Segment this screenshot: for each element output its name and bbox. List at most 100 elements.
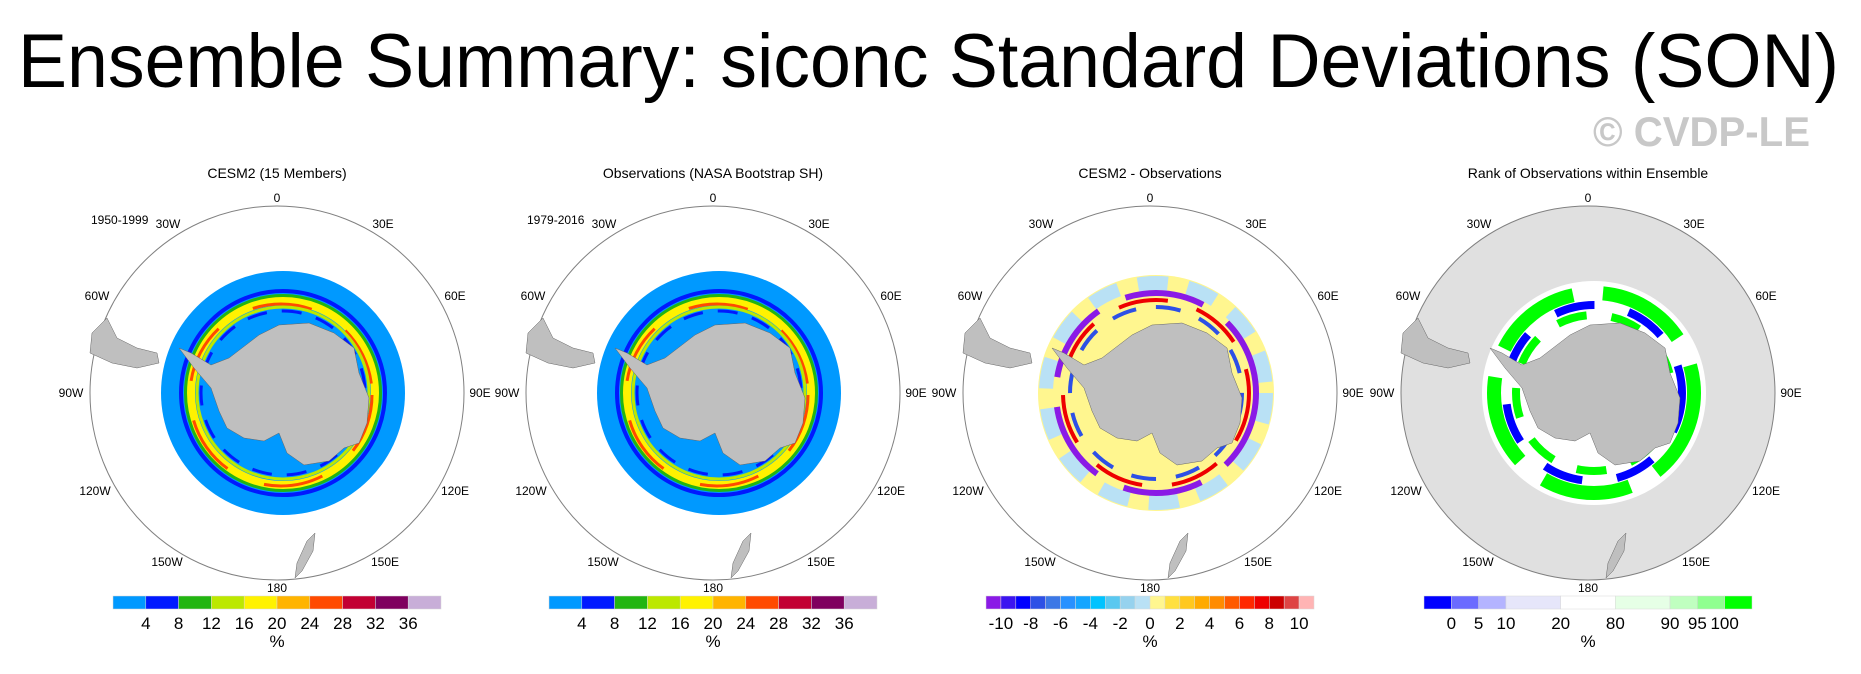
colorbar-tick-label: 28 [333, 614, 352, 633]
colorbar: -10 -8 -6 -4 -2 0 2 4 6 8 10% [985, 595, 1315, 651]
longitude-label: 60E [1755, 289, 1776, 303]
colorbar-box [745, 595, 779, 610]
longitude-label: 90W [1370, 386, 1395, 400]
colorbar-box [581, 595, 615, 610]
antarctica-landmass [614, 322, 806, 466]
longitude-label: 0 [1585, 191, 1592, 205]
colorbar-tick-label: -8 [1023, 614, 1038, 633]
watermark: © CVDP-LE [1593, 108, 1810, 155]
longitude-label: 120E [1752, 484, 1780, 498]
figure-title: Ensemble Summary: siconc Standard Deviat… [18, 19, 1839, 104]
colorbar-box [778, 595, 812, 610]
colorbar-tick-label: 24 [736, 614, 755, 633]
colorbar-box [1134, 595, 1151, 610]
colorbar-box [1015, 595, 1031, 610]
longitude-label: 150W [1462, 555, 1494, 569]
longitude-label: 150E [1682, 555, 1710, 569]
colorbar-tick-label: 90 [1661, 614, 1680, 633]
colorbar-tick-label: 28 [769, 614, 788, 633]
map-panel: Rank of Observations within Ensemble 0 30E… [1370, 165, 1802, 651]
colorbar-box [1478, 595, 1507, 610]
colorbar-box [647, 595, 681, 610]
colorbar-tick-label: 24 [300, 614, 319, 633]
colorbar-box [1060, 595, 1076, 610]
colorbar-box [1254, 595, 1270, 610]
colorbar-box [1451, 595, 1479, 610]
colorbar-tick-label: 20 [268, 614, 287, 633]
colorbar-tick-label: 12 [202, 614, 221, 633]
colorbar-tick-label: -2 [1113, 614, 1128, 633]
colorbar: 4 8 12 16 20 24 28 32 36% [548, 595, 878, 651]
colorbar-tick-label: 36 [835, 614, 854, 633]
colorbar-box [712, 595, 747, 610]
longitude-label: 90W [932, 386, 957, 400]
colorbar-box [1209, 595, 1225, 610]
longitude-label: 150W [1024, 555, 1056, 569]
colorbar-tick-label: 12 [638, 614, 657, 633]
colorbar-box [1149, 595, 1166, 610]
longitude-label: 30E [808, 217, 829, 231]
panel-title: CESM2 - Observations [1078, 165, 1221, 181]
panel-title: Observations (NASA Bootstrap SH) [603, 165, 823, 181]
colorbar-box [375, 595, 409, 610]
panel-title: CESM2 (15 Members) [207, 165, 346, 181]
longitude-label: 150E [1244, 555, 1272, 569]
map-panel: CESM2 (15 Members) 1950-1999 0 30E 60E 90E 120… [59, 165, 491, 651]
longitude-label: 0 [1147, 191, 1154, 205]
colorbar: 0 5 10 20 80 90 95 100% [1423, 595, 1753, 651]
longitude-label: 60E [880, 289, 901, 303]
colorbar-box [243, 595, 278, 610]
colorbar-tick-label: 32 [366, 614, 385, 633]
longitude-label: 90E [1780, 386, 1801, 400]
colorbar-box [614, 595, 648, 610]
colorbar-tick-label: 8 [174, 614, 183, 633]
colorbar-box [1090, 595, 1106, 610]
longitude-label: 60W [958, 289, 983, 303]
colorbar-box [276, 595, 311, 610]
colorbar-tick-label: -6 [1053, 614, 1068, 633]
colorbar-box [1119, 595, 1136, 610]
colorbar-box [407, 595, 442, 610]
longitude-label: 120W [1390, 484, 1422, 498]
longitude-label: 30E [1683, 217, 1704, 231]
south-america-landmass [89, 317, 160, 369]
longitude-label: 180 [1578, 581, 1598, 595]
colorbar-tick-label: 10 [1497, 614, 1516, 633]
longitude-label: 30E [372, 217, 393, 231]
colorbar-box [1560, 595, 1616, 610]
colorbar-tick-label: 4 [1205, 614, 1214, 633]
longitude-label: 90W [495, 386, 520, 400]
colorbar-tick-label: 2 [1175, 614, 1184, 633]
colorbar-box [309, 595, 343, 610]
longitude-label: 90E [905, 386, 926, 400]
longitude-label: 0 [274, 191, 281, 205]
longitude-label: 60W [521, 289, 546, 303]
colorbar-box [1105, 595, 1121, 610]
new-zealand-landmass [1605, 532, 1627, 579]
longitude-label: 150W [587, 555, 619, 569]
longitude-label: 180 [1140, 581, 1160, 595]
south-america-landmass [962, 317, 1033, 369]
south-america-landmass [525, 317, 596, 369]
colorbar-box [1045, 595, 1061, 610]
longitude-label: 30W [592, 217, 617, 231]
colorbar-tick-label: 4 [141, 614, 150, 633]
longitude-label: 60W [85, 289, 110, 303]
new-zealand-landmass [1167, 532, 1189, 579]
longitude-label: 180 [267, 581, 287, 595]
colorbar-unit: % [1142, 632, 1157, 651]
colorbar-box [1669, 595, 1698, 610]
longitude-label: 120W [515, 484, 547, 498]
colorbar-box [1194, 595, 1210, 610]
colorbar-unit: % [705, 632, 720, 651]
colorbar-tick-label: 8 [1265, 614, 1274, 633]
longitude-label: 150W [151, 555, 183, 569]
colorbar-tick-label: 36 [399, 614, 418, 633]
colorbar-tick-label: 32 [802, 614, 821, 633]
colorbar-box [1298, 595, 1315, 610]
colorbar-box [112, 595, 147, 610]
colorbar-box [1615, 595, 1671, 610]
longitude-label: 90W [59, 386, 84, 400]
colorbar-box [1697, 595, 1725, 610]
colorbar-box [211, 595, 245, 610]
